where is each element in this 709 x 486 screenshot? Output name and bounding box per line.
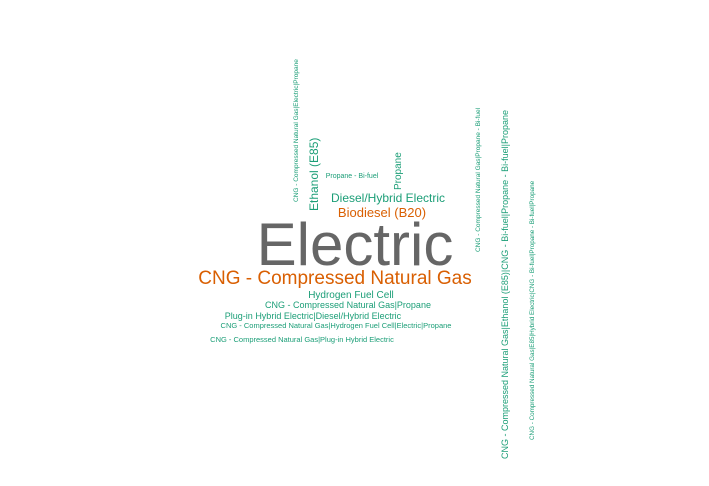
word-cng-compressed-natural-gas-electric-prop: CNG - Compressed Natural Gas|Electric|Pr… xyxy=(293,59,300,202)
word-propane-bi-fuel: Propane - Bi-fuel xyxy=(326,173,379,180)
word-cng-compressed-natural-gas-hydrogen-fuel: CNG - Compressed Natural Gas|Hydrogen Fu… xyxy=(221,321,452,330)
word-cng-compressed-natural-gas-e85-hybrid-el: CNG - Compressed Natural Gas|E85|Hybrid … xyxy=(529,180,536,440)
word-cng-compressed-natural-gas-propane: CNG - Compressed Natural Gas|Propane xyxy=(265,300,431,310)
word-cng-compressed-natural-gas: CNG - Compressed Natural Gas xyxy=(198,268,471,289)
word-propane: Propane xyxy=(393,152,404,190)
word-diesel-hybrid-electric: Diesel/Hybrid Electric xyxy=(331,191,445,205)
word-biodiesel-b20: Biodiesel (B20) xyxy=(338,205,426,220)
word-cng-compressed-natural-gas-plug-in-hybri: CNG - Compressed Natural Gas|Plug-in Hyb… xyxy=(210,335,394,344)
word-electric: Electric xyxy=(257,211,454,278)
word-cng-compressed-natural-gas-propane-bi-fu: CNG - Compressed Natural Gas|Propane - B… xyxy=(475,107,482,252)
word-hydrogen-fuel-cell: Hydrogen Fuel Cell xyxy=(308,290,394,301)
word-cng-compressed-natural-gas-ethanol-e85-c: CNG - Compressed Natural Gas|Ethanol (E8… xyxy=(500,110,510,459)
word-plug-in-hybrid-electric-diesel-hybrid-el: Plug-in Hybrid Electric|Diesel/Hybrid El… xyxy=(225,311,402,321)
word-ethanol-e85: Ethanol (E85) xyxy=(307,138,321,211)
